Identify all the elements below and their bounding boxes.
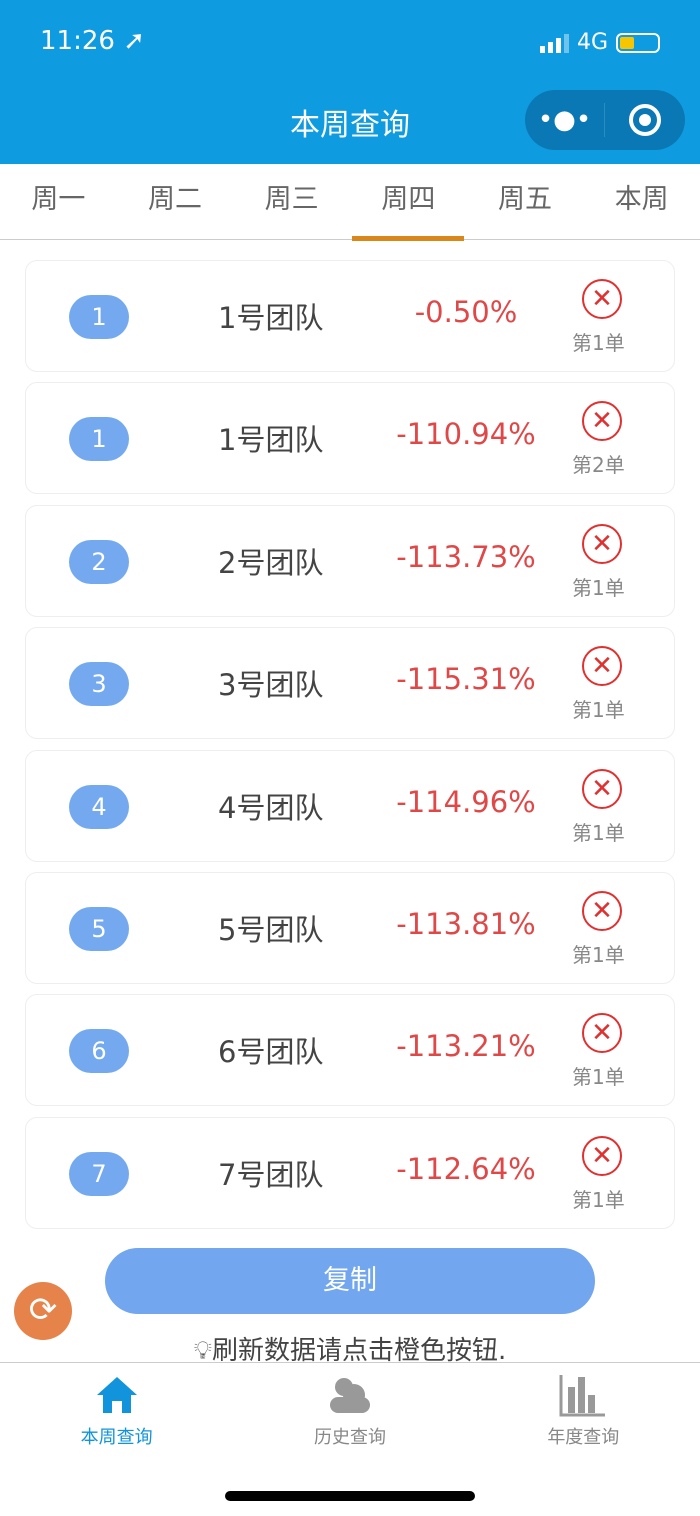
team-name: 4号团队 [218, 790, 324, 825]
order-label: 第1单 [572, 943, 625, 967]
close-circle-icon[interactable]: ✕ [582, 1135, 622, 1176]
rank-badge: 3 [69, 662, 129, 707]
rank-badge: 4 [69, 784, 129, 829]
mini-program-capsule: •●• [525, 90, 685, 150]
rank-badge: 5 [69, 907, 129, 951]
bar-chart-icon [559, 1375, 606, 1417]
team-name: 6号团队 [218, 1035, 324, 1070]
percentage: -115.31% [396, 662, 536, 697]
close-circle-icon[interactable]: ✕ [582, 401, 622, 442]
close-circle-icon[interactable]: ✕ [582, 279, 622, 319]
team-name: 1号团队 [218, 423, 324, 458]
team-name: 3号团队 [218, 668, 324, 703]
tabbar-label: 历史查询 [313, 1427, 386, 1448]
status-time: 11:26 ➚ [40, 26, 145, 56]
cloud-icon [329, 1378, 370, 1413]
battery-icon [616, 32, 660, 53]
tabbar-history[interactable]: 历史查询 [233, 1363, 466, 1516]
tabbar-label: 本周查询 [80, 1427, 153, 1448]
close-circle-icon[interactable]: ✕ [582, 646, 622, 687]
tabbar-this-week[interactable]: 本周查询 [0, 1363, 233, 1516]
network-label: 4G [576, 30, 608, 55]
home-icon [96, 1377, 137, 1413]
team-name: 1号团队 [218, 301, 324, 335]
tabbar-yearly[interactable]: 年度查询 [467, 1363, 700, 1516]
order-label: 第1单 [572, 1187, 625, 1212]
team-row: 3 3号团队 -115.31% ✕ 第1单 [25, 627, 675, 740]
team-row: 4 4号团队 -114.96% ✕ 第1单 [25, 749, 675, 862]
team-name: 2号团队 [218, 545, 324, 580]
close-circle-icon[interactable]: ✕ [582, 768, 622, 809]
order-label: 第1单 [572, 820, 625, 845]
more-icon[interactable]: •●• [525, 103, 605, 137]
team-row: 1 1号团队 -110.94% ✕ 第2单 [25, 382, 675, 495]
team-row: 2 2号团队 -113.73% ✕ 第1单 [25, 504, 675, 617]
percentage: -113.81% [396, 907, 536, 941]
order-label: 第1单 [572, 575, 625, 600]
team-name: 7号团队 [218, 1157, 324, 1192]
location-icon: ➚ [123, 26, 145, 56]
lightbulb-icon: 💡︎ [193, 1336, 212, 1366]
signal-icon [539, 33, 569, 53]
tab-mon[interactable]: 周一 [31, 184, 86, 215]
rank-badge: 6 [69, 1029, 129, 1074]
percentage: -113.21% [396, 1029, 536, 1064]
tab-tue[interactable]: 周二 [148, 184, 202, 215]
rank-badge: 1 [69, 295, 129, 339]
tabbar-label: 年度查询 [547, 1427, 620, 1448]
tab-thu[interactable]: 周四 [350, 164, 467, 241]
team-name: 5号团队 [218, 913, 324, 947]
tab-fri[interactable]: 周五 [498, 184, 553, 215]
header: 11:26 ➚ 4G 本周查询 •●• [0, 0, 700, 164]
rank-badge: 2 [69, 539, 129, 584]
day-tabs: 周一 周二 周三 周四 周五 本周 [0, 164, 700, 241]
rank-badge: 1 [69, 417, 129, 462]
close-target-icon[interactable] [605, 104, 685, 136]
percentage: -113.73% [396, 539, 536, 574]
bottom-tabbar: 本周查询 历史查询 年度查询 [0, 1362, 700, 1516]
percentage: -112.64% [396, 1151, 536, 1186]
order-label: 第1单 [572, 1065, 625, 1090]
refresh-icon[interactable]: ⟳ [14, 1282, 72, 1340]
tab-wed[interactable]: 周三 [264, 184, 319, 215]
close-circle-icon[interactable]: ✕ [582, 1013, 622, 1054]
team-row: 5 5号团队 -113.81% ✕ 第1单 [25, 872, 675, 984]
page-title: 本周查询 [290, 108, 410, 143]
hint-text: 💡︎刷新数据请点击橙色按钮. [0, 1330, 700, 1367]
team-row: 7 7号团队 -112.64% ✕ 第1单 [25, 1116, 675, 1229]
status-icons: 4G [539, 30, 660, 55]
close-circle-icon[interactable]: ✕ [582, 891, 622, 931]
hint-label: 刷新数据请点击橙色按钮. [211, 1336, 507, 1366]
order-label: 第2单 [572, 453, 625, 478]
team-row: 6 6号团队 -113.21% ✕ 第1单 [25, 994, 675, 1107]
order-label: 第1单 [572, 698, 625, 723]
team-row: 1 1号团队 -0.50% ✕ 第1单 [25, 260, 675, 372]
percentage: -110.94% [396, 417, 536, 452]
tab-week[interactable]: 本周 [614, 184, 669, 215]
time-text: 11:26 [40, 26, 115, 56]
rank-badge: 7 [69, 1151, 129, 1196]
close-circle-icon[interactable]: ✕ [582, 523, 622, 564]
order-label: 第1单 [572, 331, 625, 355]
percentage: -114.96% [396, 784, 536, 819]
percentage: -0.50% [414, 295, 518, 329]
copy-button[interactable]: 复制 [105, 1248, 595, 1314]
home-indicator [225, 1491, 475, 1501]
